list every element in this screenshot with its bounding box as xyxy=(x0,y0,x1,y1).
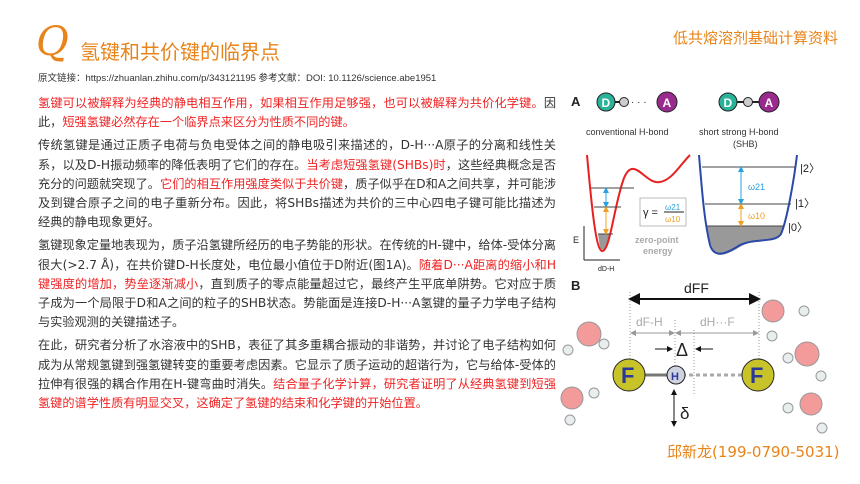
e-axis-label: E xyxy=(573,235,579,245)
atom-d: D xyxy=(602,96,611,110)
text: ，这些经典概念是否充分的问题就突现了。 xyxy=(38,157,557,191)
dff-label: dFF xyxy=(684,280,709,296)
conventional-label: conventional H-bond xyxy=(586,127,669,137)
logo-q: Q xyxy=(36,19,69,65)
dfh-label: dF-H xyxy=(636,315,663,329)
atom-f-right xyxy=(741,358,775,392)
zpe-fill-right xyxy=(707,226,783,255)
delta-big-label: Δ xyxy=(676,340,688,360)
brand-label: 低共熔溶剂基础计算资料 xyxy=(672,29,838,47)
atom-h xyxy=(666,365,686,385)
highlight: 它们的相互作用强度类似于共价键 xyxy=(160,176,344,191)
shb-label-2: (SHB) xyxy=(733,139,758,149)
paragraph-4: 在此，研究者分析了水溶液中的SHB，表征了其多重耦合振动的非谐势，并讨论了电子结… xyxy=(38,336,556,413)
text: 因此， xyxy=(38,96,556,130)
dhf-label: dH···F xyxy=(700,315,735,329)
panel-b-label: B xyxy=(571,278,580,293)
conventional-molecule: D · · · A xyxy=(596,91,678,113)
h-label: H xyxy=(671,371,679,383)
text: ，质子似乎在D和A之间共享，并可能涉及到键合原子之间的电子重新分布。因此，将SH… xyxy=(38,176,557,230)
shb-label-1: short strong H-bond xyxy=(699,127,779,137)
shb-potential-curve xyxy=(698,154,798,255)
text: 传统氢键是通过正质子电荷与负电受体之间的静电吸引来描述的，D-H···A原子的分… xyxy=(38,138,556,172)
atom-d: D xyxy=(724,96,733,110)
gamma-w10: ω10 xyxy=(665,215,681,224)
d-axis-label: dD-H xyxy=(598,266,614,273)
state-0-label: |0〉 xyxy=(788,221,808,234)
state-2-label: |2〉 xyxy=(800,162,820,175)
text: ，直到质子的零点能量超过它，最终产生平底单阱势。它对应于质子成为一个局限于D和A… xyxy=(38,276,557,330)
water-molecules xyxy=(560,299,828,434)
paragraph-1: 氢键可以被解释为经典的静电相互作用，如果相互作用足够强，也可以被解释为共价化学键… xyxy=(38,94,556,132)
atom-a: A xyxy=(663,96,672,110)
state-1-label: |1〉 xyxy=(795,197,815,210)
atom-a: A xyxy=(765,96,774,110)
shb-molecule: D A xyxy=(718,91,780,113)
f-label: F xyxy=(750,363,763,388)
text: 氢键现象定量地表现为，质子沿氢键所经历的电子势能的形状。在传统的H-键中，给体-… xyxy=(38,238,556,272)
text: 在此，研究者分析了水溶液中的SHB，表征了其多重耦合振动的非谐势，并讨论了电子结… xyxy=(38,338,556,391)
highlight: 当考虑短强氢键(SHBs)时 xyxy=(306,157,446,172)
gamma-w21: ω21 xyxy=(665,203,681,212)
conventional-potential-curve xyxy=(586,154,691,252)
paragraph-2: 传统氢键是通过正质子电荷与负电受体之间的静电吸引来描述的，D-H···A原子的分… xyxy=(38,136,556,232)
reference-line: 原文链接：https://zhuanlan.zhihu.com/p/343121… xyxy=(38,73,437,84)
highlight: 短强氢键必然存在一个临界点来区分为性质不同的键。 xyxy=(62,115,355,130)
zpe-label-2: energy xyxy=(643,246,673,256)
page-title: 氢键和共价键的临界点 xyxy=(80,40,280,64)
atom-f-left xyxy=(612,358,646,392)
bond-dots: · · · xyxy=(631,97,647,108)
zpe-label-1: zero-point xyxy=(635,235,679,245)
w21-label: ω21 xyxy=(748,182,765,192)
highlight: 氢键可以被解释为经典的静电相互作用，如果相互作用足够强，也可以被解释为共价化学键… xyxy=(38,96,544,110)
highlight: 结合量子化学计算，研究者证明了从经典氢键到短强氢键的谱学性质有明显交叉，这确定了… xyxy=(38,376,557,411)
body-text: 氢键可以被解释为经典的静电相互作用，如果相互作用足够强，也可以被解释为共价化学键… xyxy=(38,94,556,417)
highlight: 随着D···A距离的缩小和H键强度的增加，势垒逐渐减小 xyxy=(38,257,557,291)
w10-label: ω10 xyxy=(748,211,765,221)
paragraph-3: 氢键现象定量地表现为，质子沿氢键所经历的电子势能的形状。在传统的H-键中，给体-… xyxy=(38,236,556,332)
gamma-label: γ = xyxy=(643,207,658,219)
panel-a-label: A xyxy=(571,94,581,109)
f-label: F xyxy=(621,363,634,388)
zpe-fill-left xyxy=(598,234,610,250)
delta-small-label: δ xyxy=(680,404,689,423)
author-contact: 邱新龙(199-0790-5031) xyxy=(667,443,840,461)
